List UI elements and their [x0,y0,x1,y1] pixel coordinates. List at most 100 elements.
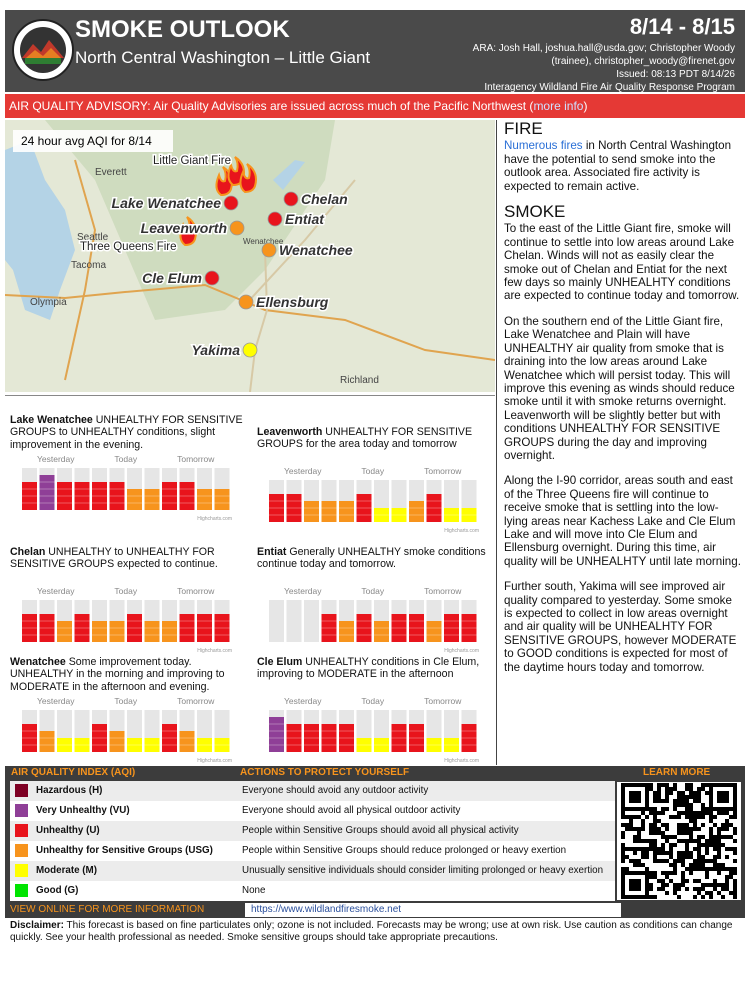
qr-cell [697,827,701,831]
bar-background [286,600,302,642]
qr-cell [653,859,657,863]
qr-cell [621,851,625,855]
qr-cell [693,879,697,883]
section-heading: FIRE [504,119,543,138]
qr-cell [657,827,661,831]
qr-cell [673,803,677,807]
qr-cell [669,847,673,851]
qr-cell [637,835,641,839]
qr-cell [705,867,709,871]
narrative: FIRE Numerous fires in North Central Was… [500,120,742,765]
qr-cell [681,823,685,827]
smoke-paragraph: To the east of the Little Giant fire, sm… [504,222,740,303]
qr-cell [677,827,681,831]
qr-cell [717,839,721,843]
qr-cell [653,799,657,803]
qr-cell [657,811,661,815]
qr-cell [697,851,701,855]
qr-cell [681,811,685,815]
qr-cell [693,839,697,843]
qr-cell [717,835,721,839]
qr-cell [677,855,681,859]
qr-cell [653,843,657,847]
qr-cell [689,815,693,819]
qr-cell [733,815,737,819]
qr-cell [665,791,669,795]
site-name: Cle Elum [257,656,303,668]
forecast-text: Wenatchee Some improvement today. UNHEAL… [10,656,245,694]
qr-cell [621,847,625,851]
qr-cell [697,815,701,819]
qr-cell [721,827,725,831]
qr-cell [697,887,701,891]
qr-cell [697,879,701,883]
qr-cell [685,787,689,791]
bar [426,621,442,642]
qr-code[interactable] [617,782,741,900]
qr-cell [701,823,705,827]
forecast: Entiat Generally UNHEALTHY smoke conditi… [257,546,492,661]
qr-cell [673,871,677,875]
qr-cell [669,791,673,795]
qr-cell [713,887,717,891]
day-label: Today [361,696,384,706]
qr-cell [709,831,713,835]
qr-cell [709,843,713,847]
qr-cell [705,843,709,847]
qr-cell [685,807,689,811]
qr-cell [713,883,717,887]
qr-cell [665,883,669,887]
advisory-link[interactable]: more info [533,99,584,113]
advisory-text: ) [583,99,588,113]
table-header: LEARN MORE [643,767,711,778]
forecast-text: Leavenworth UNHEALTHY FOR SENSITIVE GROU… [257,426,492,464]
qr-cell [665,795,669,799]
qr-cell [701,811,705,815]
qr-cell [733,879,737,883]
map-road [249,249,269,392]
smoke-paragraph: On the southern end of the Little Giant … [504,314,735,462]
bar [339,501,354,522]
qr-cell [661,859,665,863]
qr-cell [625,823,629,827]
forecast-text: Entiat Generally UNHEALTHY smoke conditi… [257,546,492,584]
qr-cell [697,859,701,863]
day-label: Yesterday [37,586,75,596]
qr-cell [685,879,689,883]
aqi-row: Unhealthy for Sensitive Groups (USG) Peop… [10,841,615,861]
qr-cell [669,787,673,791]
disclaimer: Disclaimer: This forecast is based on fi… [10,920,735,943]
qr-cell [665,787,669,791]
qr-cell [637,863,641,867]
qr-cell [681,799,685,803]
day-label: Yesterday [37,454,75,464]
forecast-chart: Yesterday Today Tomorrow Highcharts.com [22,586,232,654]
qr-cell [677,795,681,799]
qr-cell [645,855,649,859]
table-header: AIR QUALITY INDEX (AQI) [11,767,136,778]
site-label: Cle Elum [142,270,202,286]
day-label: Yesterday [284,586,322,596]
fire-text: Numerous fires in North Central Washingt… [504,139,742,193]
qr-cell [661,847,665,851]
day-label: Tomorrow [177,454,215,464]
qr-cell [661,807,665,811]
qr-cell [709,891,713,895]
qr-cell [665,839,669,843]
qr-cell [633,839,637,843]
qr-cell [705,847,709,851]
bar [304,501,319,522]
bar [109,621,125,642]
qr-cell [673,787,677,791]
qr-cell [653,795,657,799]
fire-link[interactable]: Numerous fires [504,139,583,153]
qr-cell [697,795,701,799]
qr-cell [673,863,677,867]
qr-cell [665,891,669,895]
disclaimer-label: Disclaimer: [10,920,64,931]
qr-cell [677,815,681,819]
qr-cell [689,783,693,787]
qr-cell [629,847,633,851]
url[interactable]: https://www.wildlandfiresmoke.net [245,903,621,917]
qr-cell [713,863,717,867]
